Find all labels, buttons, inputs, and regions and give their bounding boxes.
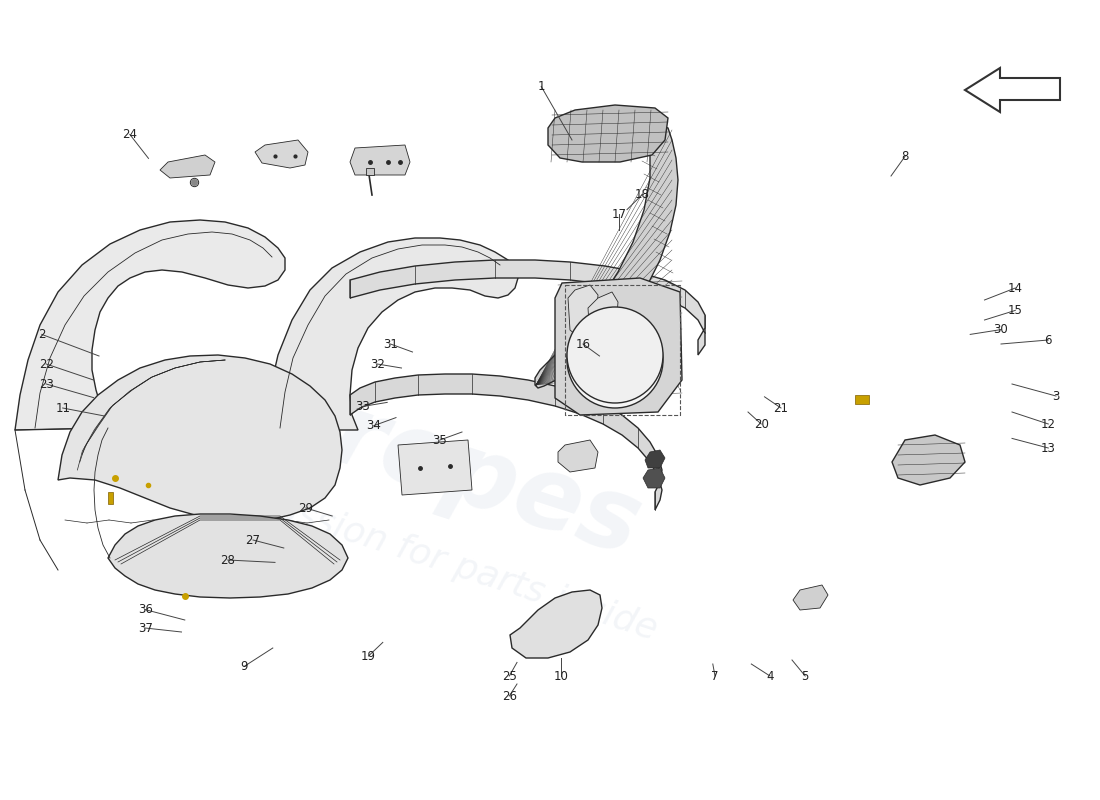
Polygon shape <box>108 514 348 598</box>
Text: a passion for parts inside: a passion for parts inside <box>218 474 662 646</box>
Text: 20: 20 <box>754 418 769 430</box>
Text: 36: 36 <box>138 603 153 616</box>
Text: 7: 7 <box>712 670 718 682</box>
Text: 15: 15 <box>1008 304 1023 317</box>
Polygon shape <box>366 168 374 175</box>
Bar <box>108 492 113 504</box>
Text: 31: 31 <box>383 338 398 350</box>
Text: 27: 27 <box>245 534 261 546</box>
Text: 35: 35 <box>432 434 448 446</box>
Text: 9: 9 <box>241 660 248 673</box>
Text: 25: 25 <box>502 670 517 682</box>
Text: 13: 13 <box>1041 442 1056 454</box>
Text: 26: 26 <box>502 690 517 702</box>
Circle shape <box>566 307 663 403</box>
Text: 12: 12 <box>1041 418 1056 430</box>
Polygon shape <box>535 126 678 388</box>
Text: 19: 19 <box>361 650 376 662</box>
Text: 17: 17 <box>612 208 627 221</box>
Polygon shape <box>510 590 602 658</box>
Polygon shape <box>255 140 308 168</box>
Text: 32: 32 <box>370 358 385 370</box>
Text: 2: 2 <box>39 328 45 341</box>
Polygon shape <box>965 68 1060 112</box>
Text: 37: 37 <box>138 622 153 634</box>
Polygon shape <box>265 238 518 430</box>
Text: 11: 11 <box>55 402 70 414</box>
Text: 14: 14 <box>1008 282 1023 294</box>
Polygon shape <box>644 468 666 488</box>
Bar <box>855 395 869 404</box>
Polygon shape <box>548 105 668 162</box>
Text: 8: 8 <box>902 150 909 162</box>
Polygon shape <box>160 155 215 178</box>
Polygon shape <box>588 292 618 348</box>
Polygon shape <box>58 355 342 522</box>
Polygon shape <box>793 585 828 610</box>
Text: 29: 29 <box>298 502 314 514</box>
Text: 10: 10 <box>553 670 569 682</box>
Polygon shape <box>892 435 965 485</box>
Circle shape <box>566 312 663 408</box>
Polygon shape <box>558 440 598 472</box>
Text: 1: 1 <box>538 80 544 93</box>
Text: 30: 30 <box>993 323 1009 336</box>
Text: 23: 23 <box>39 378 54 390</box>
Text: 18: 18 <box>635 188 650 201</box>
Text: 5: 5 <box>802 670 808 682</box>
Text: 24: 24 <box>122 128 138 141</box>
Polygon shape <box>568 285 598 338</box>
Text: 3: 3 <box>1053 390 1059 402</box>
Polygon shape <box>556 278 682 415</box>
Text: 16: 16 <box>575 338 591 350</box>
Polygon shape <box>350 260 705 355</box>
Text: 21: 21 <box>773 402 789 414</box>
Text: 6: 6 <box>1045 334 1052 346</box>
Text: 33: 33 <box>355 400 371 413</box>
Bar <box>565 285 680 415</box>
Polygon shape <box>350 145 410 175</box>
Text: 28: 28 <box>220 554 235 566</box>
Polygon shape <box>15 220 285 430</box>
Text: europes: europes <box>188 343 652 577</box>
Polygon shape <box>398 440 472 495</box>
Text: 34: 34 <box>366 419 382 432</box>
Text: 22: 22 <box>39 358 54 370</box>
Polygon shape <box>350 374 662 510</box>
Text: 4: 4 <box>767 670 773 682</box>
Polygon shape <box>645 450 665 468</box>
